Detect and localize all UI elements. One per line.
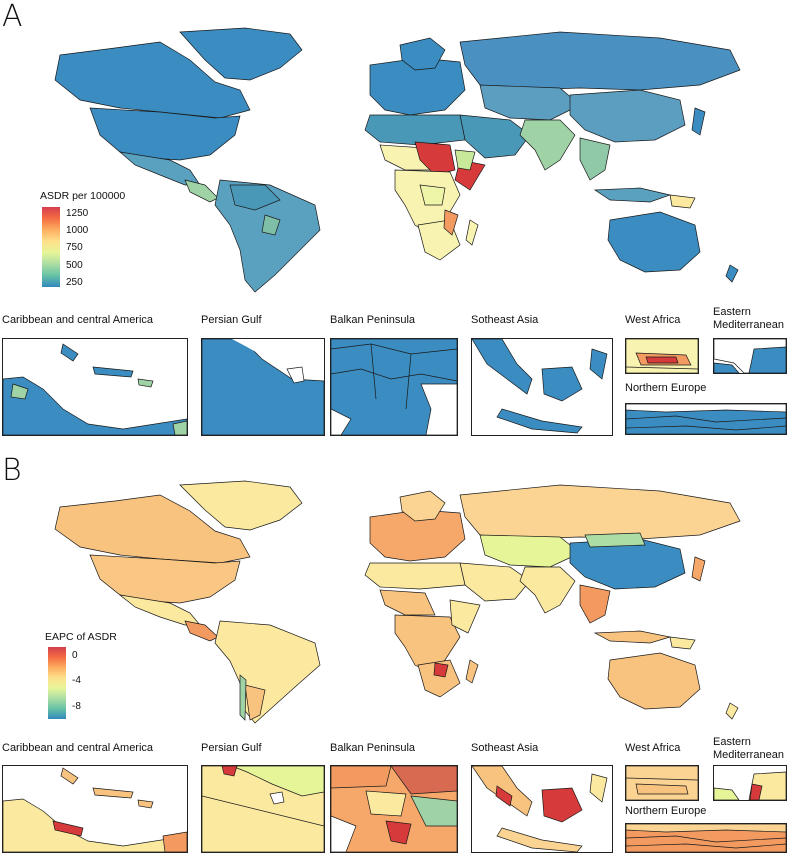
panel-a-letter: A <box>2 0 23 34</box>
north-africa-shape <box>364 114 466 146</box>
south-america-shape <box>214 620 321 724</box>
inset-northern-europe <box>625 823 787 853</box>
usa-shape <box>89 107 241 161</box>
legend-b-colorbar <box>48 647 66 719</box>
middle-east-shape <box>459 562 531 602</box>
indonesia-shape <box>593 187 672 203</box>
indonesia-shape <box>593 630 671 644</box>
inset-title-caribbean: Caribbean and central America <box>2 742 154 754</box>
legend-a-tick: 1250 <box>66 208 89 219</box>
central-america-shape <box>184 179 219 203</box>
inset-balkan <box>330 765 458 853</box>
china-shape <box>569 89 686 143</box>
drc-shape <box>419 184 446 206</box>
papua-shape <box>669 636 696 650</box>
inset-title-persian-gulf: Persian Gulf <box>201 314 262 326</box>
legend-b-tick: -4 <box>72 675 81 686</box>
ethiopia-shape <box>454 149 476 171</box>
inset-title-southeast-asia: Sotheast Asia <box>471 742 539 754</box>
argentina-shape <box>244 684 266 721</box>
inset-title-eastern-med: Eastern Mediterranean <box>713 736 784 761</box>
japan-shape <box>691 556 706 582</box>
inset-west-africa <box>625 338 699 374</box>
east-africa-shape <box>449 599 481 634</box>
india-shape <box>519 566 576 614</box>
legend-a-tick: 750 <box>66 242 83 253</box>
west-africa-shape <box>379 589 436 616</box>
north-america-shape <box>54 41 251 119</box>
papua-shape <box>669 194 696 209</box>
inset-title-west-africa: West Africa <box>625 314 681 326</box>
panel-a-world-map <box>54 27 741 293</box>
greenland-shape <box>179 27 303 81</box>
legend-b-tick: -8 <box>72 701 81 712</box>
panel-b-world-map <box>54 480 741 724</box>
north-america-shape <box>54 494 251 564</box>
inset-persian-gulf <box>201 338 325 436</box>
mongolia-shape <box>584 532 646 548</box>
inset-caribbean <box>2 338 188 436</box>
legend-a-colorbar <box>42 207 60 287</box>
russia-shape <box>459 31 741 91</box>
scandinavia-shape <box>399 37 446 71</box>
legend-a-title: ASDR per 100000 <box>40 190 126 202</box>
scandinavia-shape <box>399 490 446 522</box>
inset-southeast-asia <box>471 338 613 436</box>
inset-eastern-med <box>713 338 787 374</box>
southeast-asia-shape <box>579 584 611 624</box>
inset-eastern-med <box>713 765 787 801</box>
inset-title-northern-europe: Northern Europe <box>625 805 707 817</box>
inset-west-africa <box>625 765 699 801</box>
inset-title-northern-europe: Northern Europe <box>625 382 707 394</box>
inset-caribbean <box>2 765 188 853</box>
legend-a-tick: 1000 <box>66 225 89 236</box>
new-zealand-shape <box>725 264 739 283</box>
southern-africa-shape <box>417 659 461 698</box>
china-shape <box>569 538 686 590</box>
inset-title-eastern-med: Eastern Mediterranean <box>713 306 784 331</box>
inset-southeast-asia <box>471 765 613 853</box>
legend-a-tick: 250 <box>66 277 83 288</box>
southeast-asia-shape <box>579 137 611 181</box>
india-shape <box>519 119 576 171</box>
zimbabwe-shape <box>433 662 449 678</box>
inset-title-southeast-asia: Sotheast Asia <box>471 314 539 326</box>
usa-shape <box>89 554 241 604</box>
japan-shape <box>691 107 706 136</box>
chile-shape <box>239 674 247 721</box>
greenland-shape <box>179 480 303 531</box>
inset-title-balkan: Balkan Peninsula <box>330 742 416 754</box>
australia-shape <box>607 211 701 273</box>
russia-shape <box>459 484 741 540</box>
south-america-shape <box>214 179 321 293</box>
inset-title-persian-gulf: Persian Gulf <box>201 742 262 754</box>
central-asia-shape <box>479 534 581 568</box>
inset-northern-europe <box>625 403 787 435</box>
legend-a-tick: 500 <box>66 260 83 271</box>
legend-b-tick: 0 <box>72 650 78 661</box>
north-africa-shape <box>364 562 466 590</box>
new-zealand-shape <box>725 702 739 720</box>
panel-b-letter: B <box>2 453 22 488</box>
madagascar-shape <box>465 659 479 684</box>
madagascar-shape <box>465 219 479 246</box>
bolivia-shape <box>261 214 281 236</box>
central-america-shape <box>184 620 219 642</box>
inset-balkan <box>330 338 458 436</box>
inset-title-balkan: Balkan Peninsula <box>330 314 416 326</box>
australia-shape <box>607 652 701 710</box>
legend-b-title: EAPC of ASDR <box>45 631 117 643</box>
mozambique-shape <box>443 209 459 236</box>
south-america-north-shape <box>229 184 281 211</box>
inset-title-west-africa: West Africa <box>625 742 681 754</box>
inset-title-caribbean: Caribbean and central America <box>2 314 154 326</box>
inset-persian-gulf <box>201 765 325 853</box>
central-asia-shape <box>479 84 581 121</box>
